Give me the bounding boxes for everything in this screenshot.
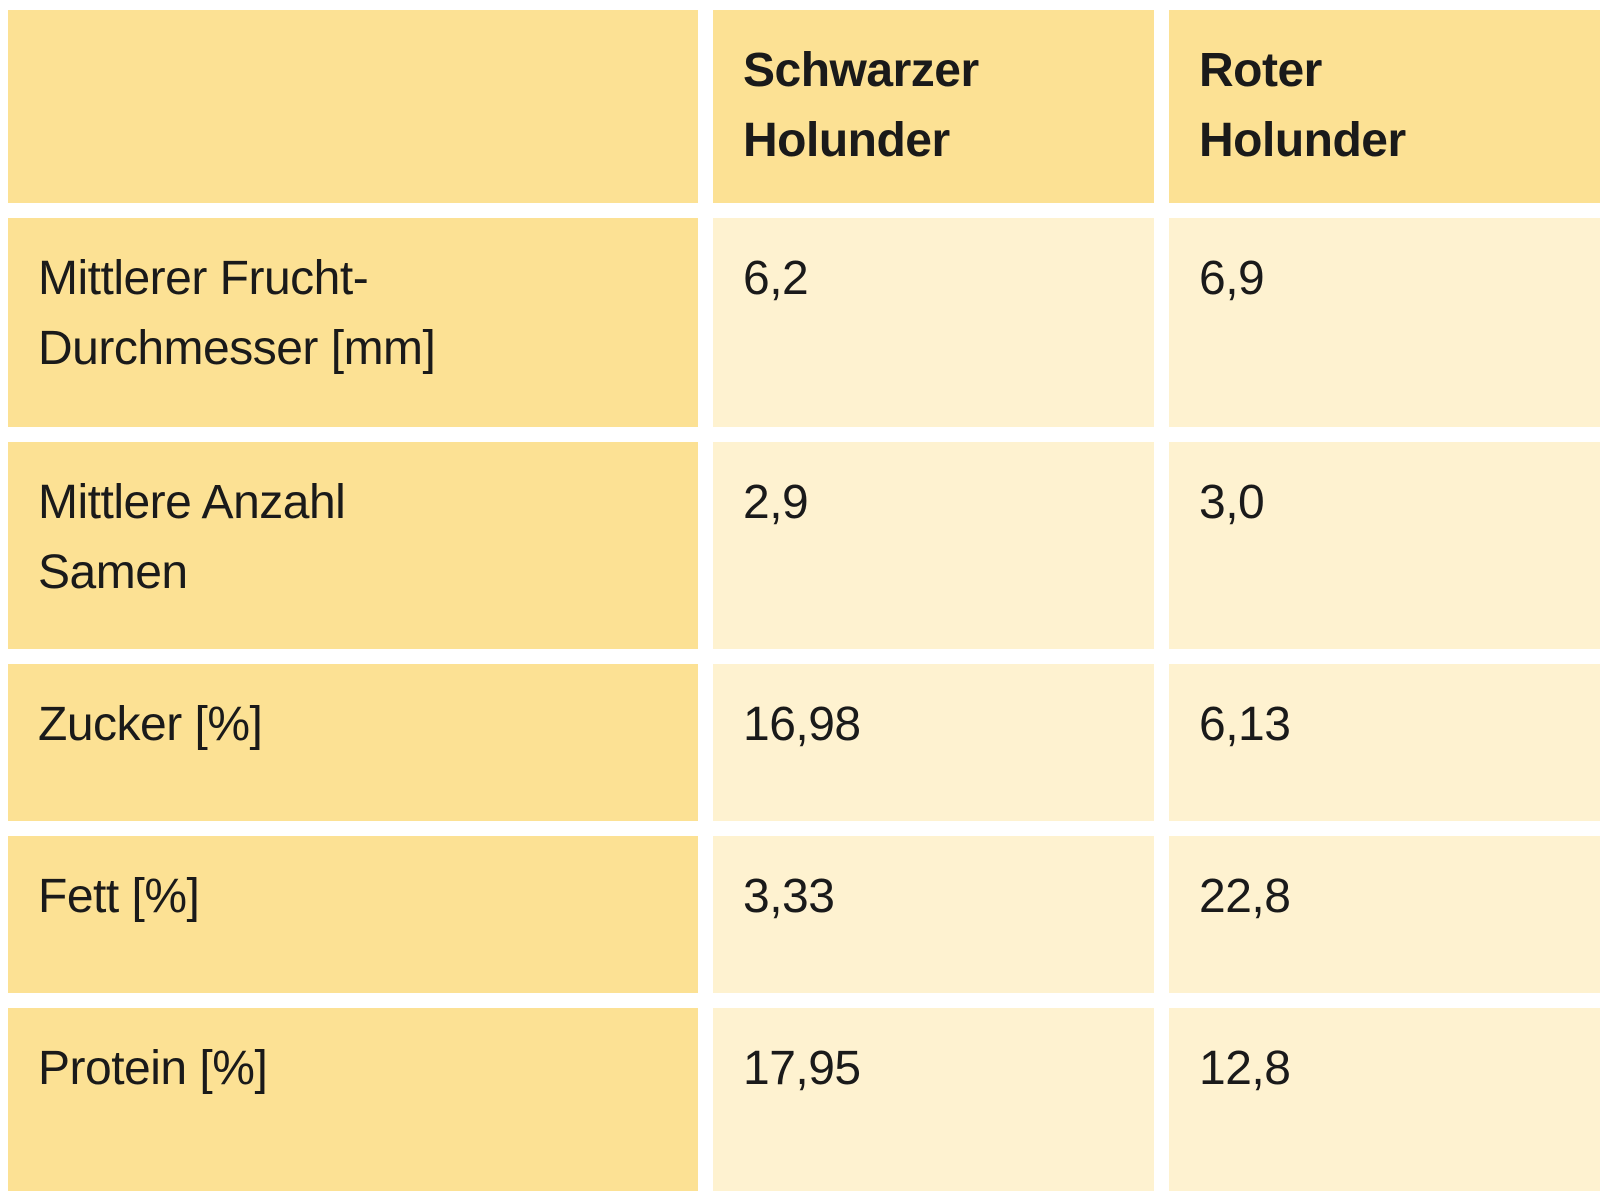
value-zucker-schwarzer: 16,98 — [713, 664, 1154, 821]
column-header-schwarzer-holunder: Schwarzer Holunder — [713, 10, 1154, 203]
value-fett-schwarzer: 3,33 — [713, 836, 1154, 993]
value-zucker-roter: 6,13 — [1169, 664, 1600, 821]
value-anzahl-samen-roter: 3,0 — [1169, 442, 1600, 649]
value-fett-roter: 22,8 — [1169, 836, 1600, 993]
corner-cell — [8, 10, 698, 203]
row-label-fett: Fett [%] — [8, 836, 698, 993]
value-anzahl-samen-schwarzer: 2,9 — [713, 442, 1154, 649]
row-label-anzahl-samen: Mittlere Anzahl Samen — [8, 442, 698, 649]
row-label-frucht-durchmesser: Mittlerer Frucht- Durchmesser [mm] — [8, 218, 698, 427]
row-label-protein: Protein [%] — [8, 1008, 698, 1191]
column-header-roter-holunder: Roter Holunder — [1169, 10, 1600, 203]
value-protein-roter: 12,8 — [1169, 1008, 1600, 1191]
value-protein-schwarzer: 17,95 — [713, 1008, 1154, 1191]
row-label-zucker: Zucker [%] — [8, 664, 698, 821]
value-frucht-durchmesser-schwarzer: 6,2 — [713, 218, 1154, 427]
value-frucht-durchmesser-roter: 6,9 — [1169, 218, 1600, 427]
